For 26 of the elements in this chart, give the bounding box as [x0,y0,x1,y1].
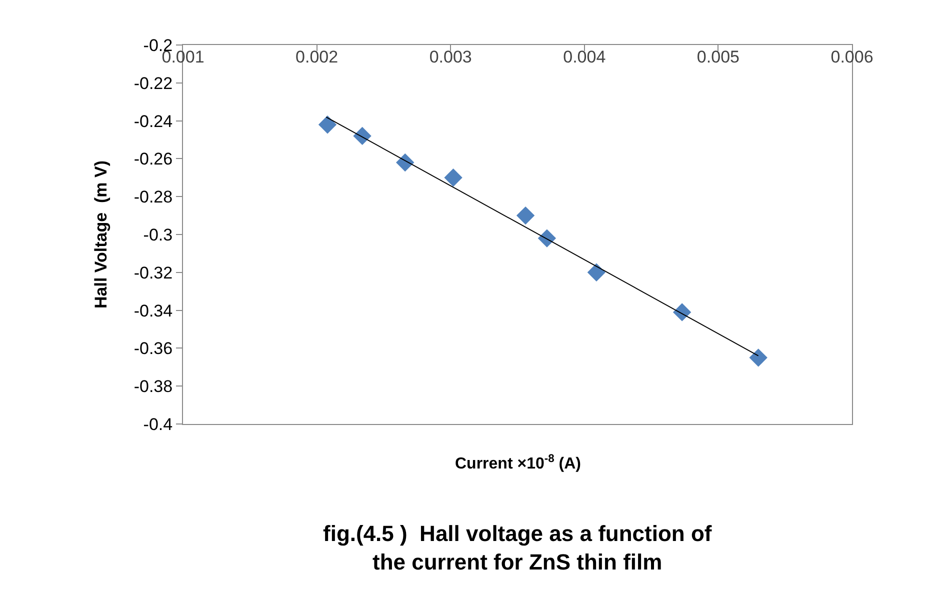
y-tick-label: -0.22 [134,74,173,93]
point [516,206,535,225]
y-axis-title: Hall Voltage (m V) [91,160,110,308]
point [318,115,337,134]
y-tick-label: -0.28 [134,188,173,207]
x-tick-label: 0.005 [696,48,740,66]
y-tick-label: -0.3 [143,225,173,244]
y-tick-label: -0.36 [134,339,173,358]
x-tick-label: 0.002 [296,48,338,66]
x-tick-label: 0.003 [429,48,472,66]
y-tick-label: -0.38 [134,377,173,396]
point [749,348,768,367]
y-tick-label: -0.24 [134,112,173,131]
point [444,168,462,187]
y-tick-label: -0.4 [143,414,173,434]
point [538,229,556,248]
point [672,303,692,322]
point [353,126,372,146]
y-tick-label: -0.26 [134,150,173,169]
point [587,263,606,282]
y-tick-label: -0.34 [134,301,173,320]
x-axis-title: Current ×10$^{-8}$ (A) [455,453,581,473]
x-tick-label: 0.004 [563,48,606,66]
text: fig.(4.5 ) Hall voltage as a function of the current for ZnS thin film [323,521,712,575]
y-tick-label: -0.32 [134,263,173,282]
point [396,153,414,172]
